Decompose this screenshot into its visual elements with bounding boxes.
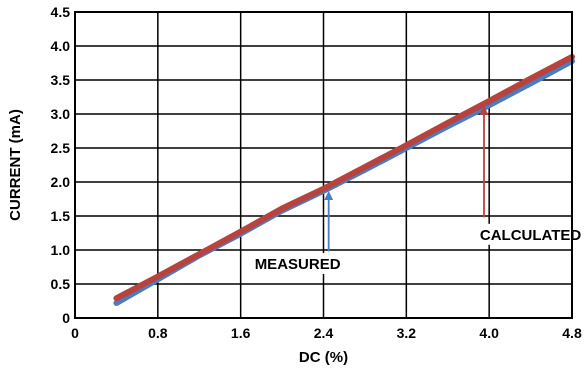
series-line-calculated	[113, 53, 575, 302]
y-tick-label: 2.5	[51, 140, 71, 156]
x-tick-label: 0.8	[148, 325, 168, 341]
y-tick-label: 3.0	[51, 106, 71, 122]
x-axis-title: DC (%)	[299, 349, 348, 366]
x-tick-label: 0	[71, 325, 79, 341]
x-tick-label: 4.8	[562, 325, 582, 341]
x-tick-label: 1.6	[231, 325, 251, 341]
x-tick-label: 2.4	[314, 325, 334, 341]
annotation-label-calculated: CALCULATED	[480, 227, 582, 244]
y-tick-label: 0	[62, 310, 70, 326]
y-tick-label: 2.0	[51, 174, 71, 190]
annotation-label-measured: MEASURED	[255, 256, 341, 273]
plot-frame	[74, 11, 573, 319]
y-tick-labels: 0 0.5 1.0 1.5 2.0 2.5 3.0 3.5 4.0 4.5	[51, 4, 71, 326]
y-tick-label: 0.5	[51, 276, 71, 292]
y-tick-label: 4.5	[51, 4, 71, 20]
x-tick-labels: 0 0.8 1.6 2.4 3.2 4.0 4.8	[71, 325, 582, 341]
y-tick-label: 1.5	[51, 208, 71, 224]
annotation-label-bg	[253, 253, 342, 275]
x-tick-label: 4.0	[479, 325, 499, 341]
y-tick-label: 1.0	[51, 242, 71, 258]
y-axis-title: CURRENT (mA)	[7, 109, 24, 221]
annotation-label-bg	[476, 223, 584, 245]
series-layer	[113, 53, 575, 307]
x-tick-label: 3.2	[397, 325, 417, 341]
y-tick-label: 3.5	[51, 72, 71, 88]
annotation-layer: MEASURED CALCULATED	[253, 106, 584, 275]
y-tick-label: 4.0	[51, 38, 71, 54]
